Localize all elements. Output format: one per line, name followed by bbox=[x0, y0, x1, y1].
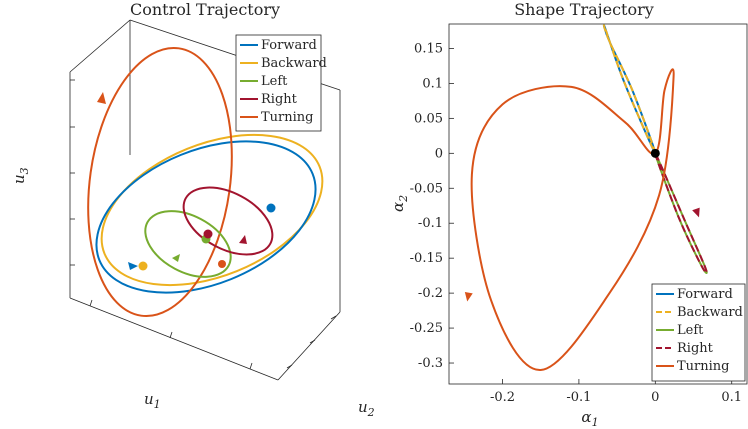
series-line-backward bbox=[100, 133, 324, 287]
left-chart-title: Control Trajectory bbox=[130, 0, 280, 19]
control-trajectory-plot: Control Trajectory bbox=[10, 0, 375, 419]
y-axis-ticks: -0.3 -0.25 -0.2 -0.15 -0.1 -0.05 0 0.05 0.1 0.15 bbox=[410, 41, 454, 371]
series-lines bbox=[464, 24, 708, 372]
y-tick-label: -0.25 bbox=[410, 321, 443, 336]
y-tick-label: -0.1 bbox=[418, 216, 443, 231]
series-line-forward bbox=[95, 140, 317, 294]
y-tick-label: 0.1 bbox=[422, 76, 443, 91]
y-tick-label: -0.15 bbox=[410, 251, 443, 266]
plot-area bbox=[448, 23, 748, 385]
trajectory-markers-3d bbox=[97, 92, 276, 271]
y-tick-label: 0.15 bbox=[414, 41, 443, 56]
direction-arrow-left bbox=[172, 254, 180, 262]
start-marker-turning bbox=[218, 260, 226, 268]
y-tick-label: -0.05 bbox=[410, 181, 443, 196]
legend-label-right: Right bbox=[677, 341, 714, 356]
start-marker-forward bbox=[266, 203, 276, 213]
y-tick-label: 0.05 bbox=[414, 111, 443, 126]
legend-label-backward: Backward bbox=[677, 305, 743, 320]
z-axis-label: u3 bbox=[10, 167, 31, 184]
direction-arrow-forward bbox=[128, 262, 138, 270]
legend-box bbox=[651, 283, 746, 382]
y-axis-ticks bbox=[286, 315, 337, 369]
direction-arrow-turning bbox=[97, 92, 106, 104]
legend-label-backward: Backward bbox=[261, 56, 327, 71]
series-line-left bbox=[144, 210, 232, 278]
x-tick-label: -0.1 bbox=[566, 390, 591, 405]
x-axis-label: u1 bbox=[144, 390, 161, 411]
legend-label-forward: Forward bbox=[261, 38, 317, 53]
legend-label-turning: Turning bbox=[677, 359, 729, 374]
direction-arrow-right bbox=[692, 207, 700, 218]
x-tick-label: 0.1 bbox=[721, 390, 742, 405]
legend-label-turning: Turning bbox=[261, 110, 313, 125]
y-tick-label: -0.3 bbox=[418, 356, 443, 371]
legend-right: Forward Backward Left Right Turning bbox=[651, 283, 746, 382]
start-marker-backward bbox=[138, 261, 148, 271]
legend-label-left: Left bbox=[677, 323, 704, 338]
legend-left: Forward Backward Left Right Turning bbox=[235, 34, 327, 132]
x-axis-ticks bbox=[89, 299, 253, 370]
box-edge-bottom-left bbox=[69, 297, 279, 381]
series-line-right bbox=[654, 152, 708, 274]
legend-label-left: Left bbox=[261, 74, 288, 89]
series-line-backward bbox=[602, 24, 657, 155]
legend-label-right: Right bbox=[261, 92, 298, 107]
z-axis-ticks bbox=[70, 79, 75, 266]
legend-box bbox=[235, 34, 322, 132]
y-axis-label: α2 bbox=[389, 195, 410, 212]
y-axis-label: u2 bbox=[358, 398, 375, 419]
shape-trajectory-plot: Shape Trajectory -0.2 -0.1 0 0.1 -0.3-0.25-… bbox=[389, 0, 748, 429]
x-axis-label: α1 bbox=[581, 408, 598, 429]
x-tick-label: -0.2 bbox=[490, 390, 515, 405]
y-tick-label: 0 bbox=[435, 146, 443, 161]
series-line-turning bbox=[470, 68, 675, 372]
y-tick-label: -0.2 bbox=[418, 286, 443, 301]
direction-arrow-turning bbox=[464, 291, 473, 302]
box-edge-top-left bbox=[69, 19, 131, 73]
legend-label-forward: Forward bbox=[677, 287, 733, 302]
x-tick-label: 0 bbox=[651, 390, 659, 405]
start-marker-right bbox=[203, 229, 213, 239]
origin-marker bbox=[650, 148, 660, 158]
box-edge-bottom-right bbox=[277, 311, 341, 381]
right-chart-title: Shape Trajectory bbox=[514, 0, 654, 19]
x-axis-ticks: -0.2 -0.1 0 0.1 bbox=[490, 379, 742, 405]
direction-arrow-right bbox=[239, 235, 247, 244]
series-line-right bbox=[182, 186, 274, 256]
trajectories-3d bbox=[87, 46, 324, 318]
